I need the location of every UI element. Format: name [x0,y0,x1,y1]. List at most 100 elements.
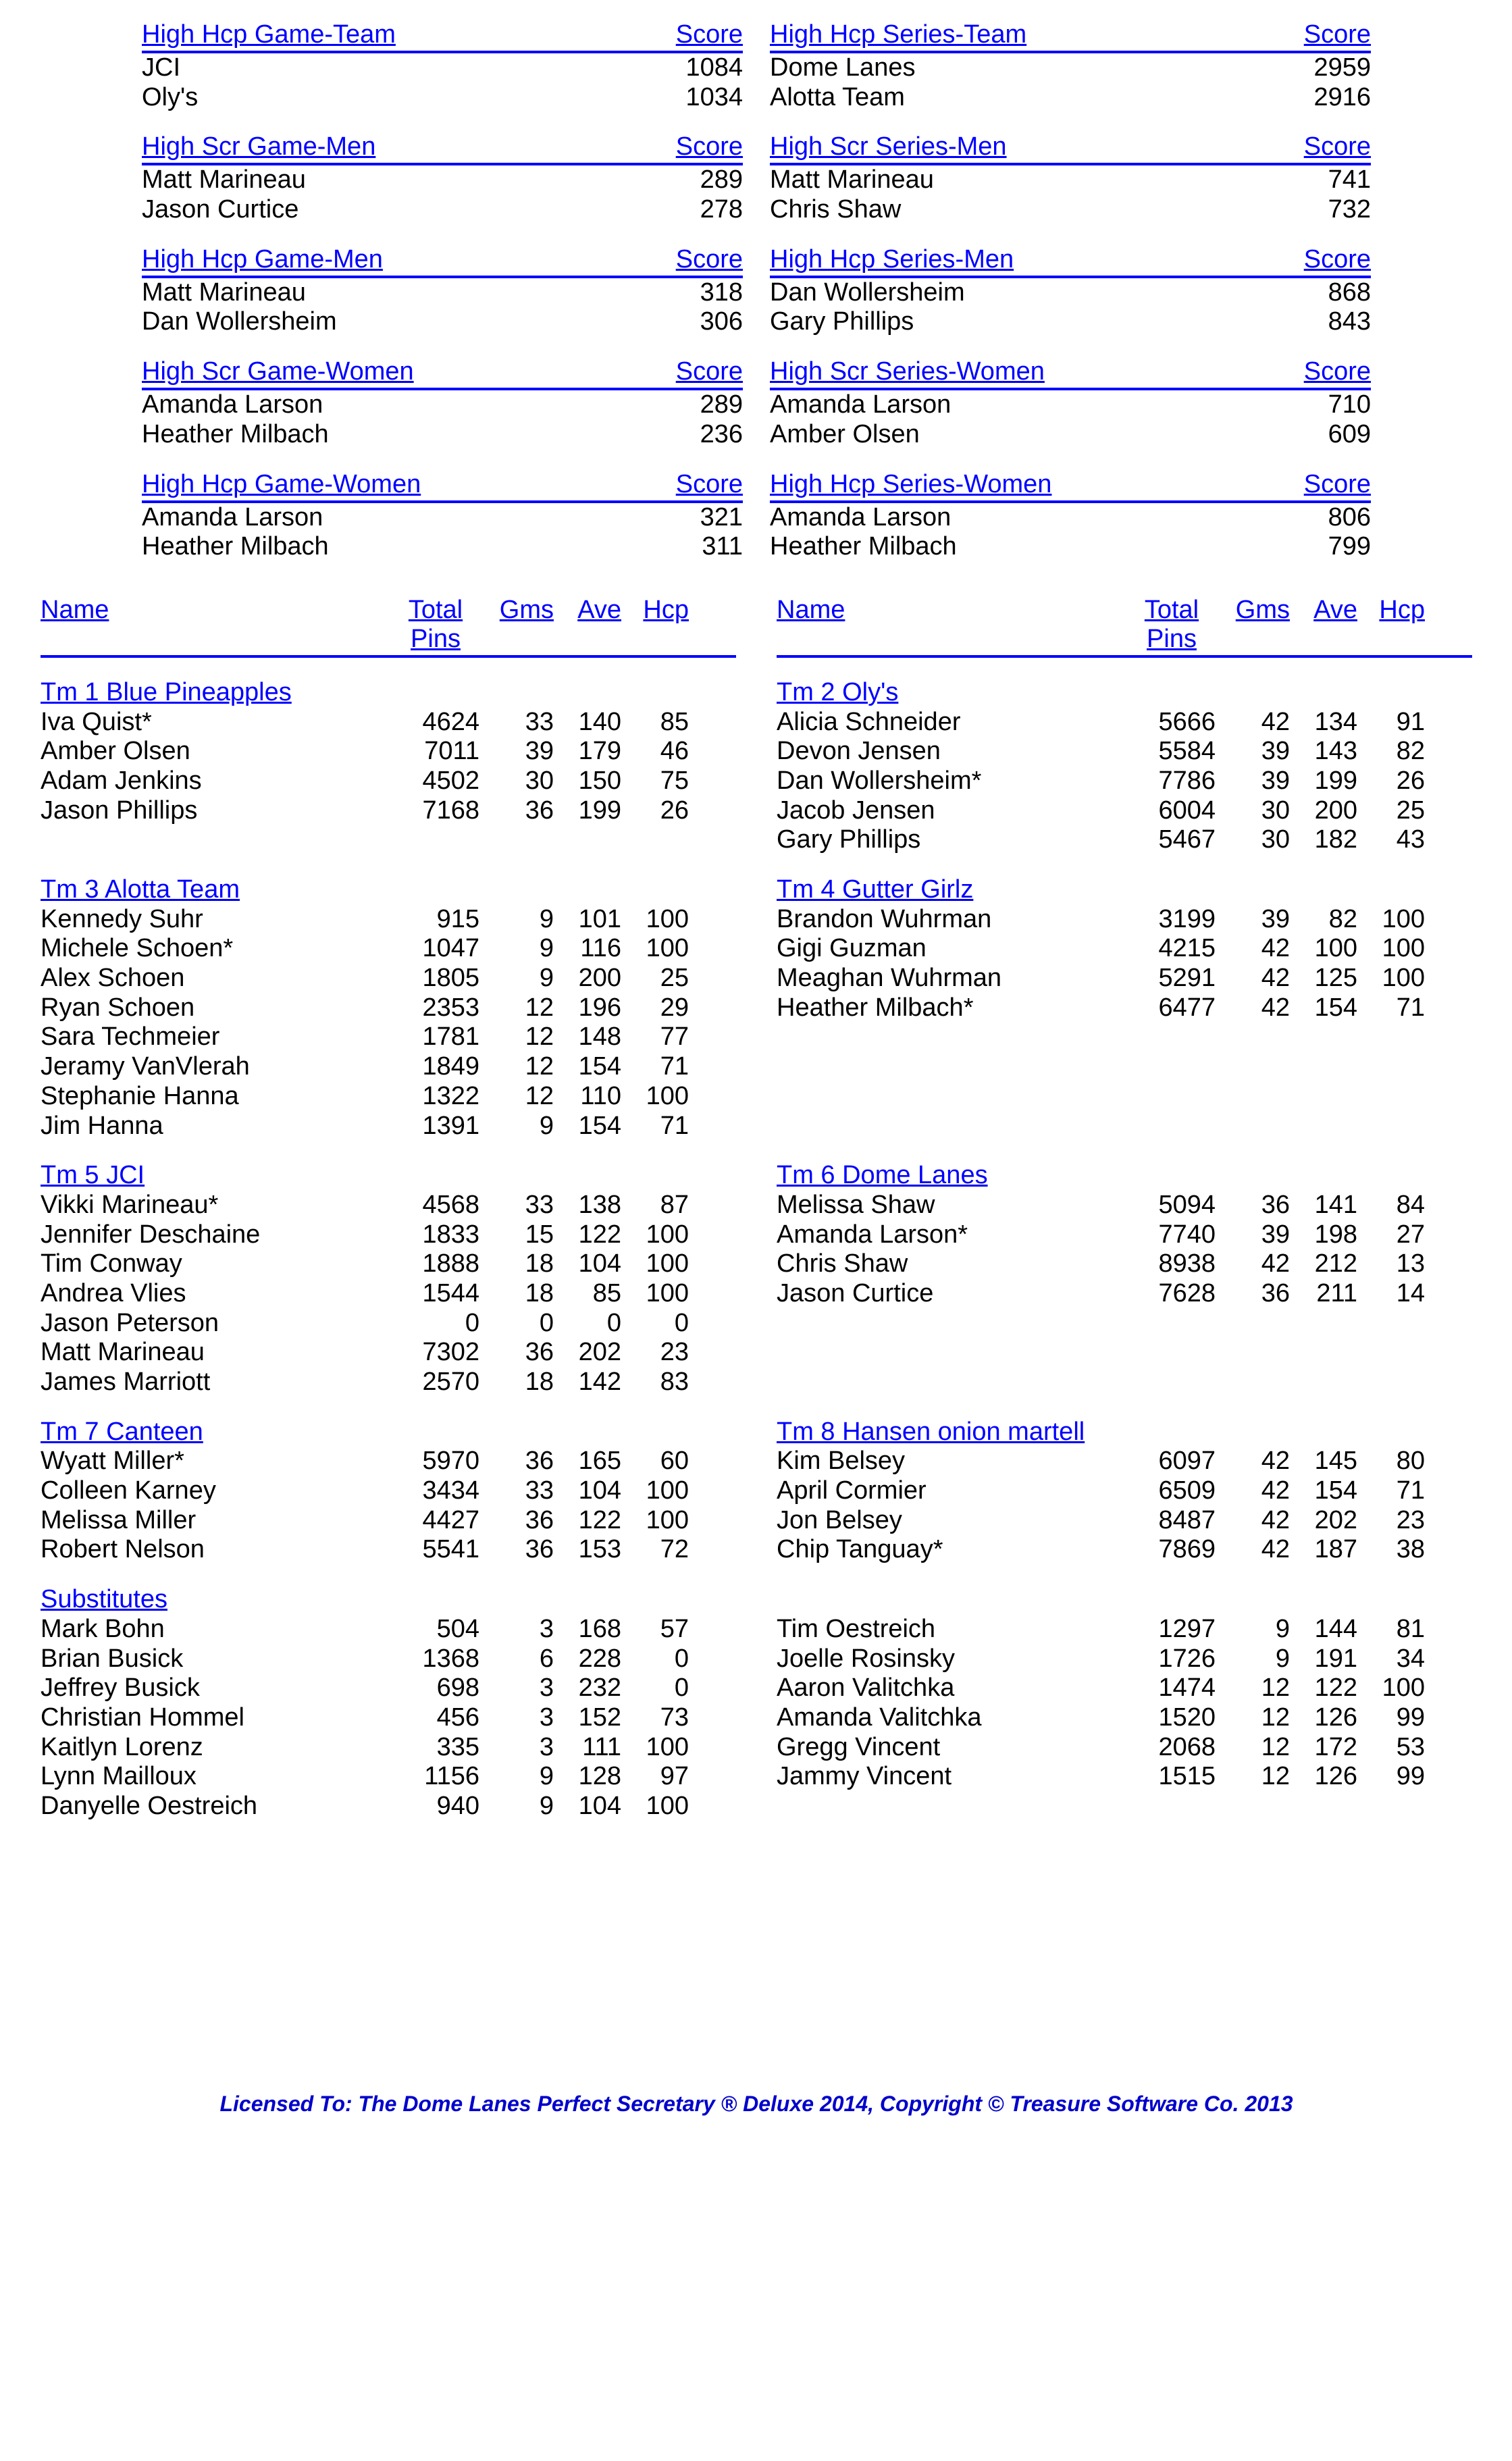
roster-col-right: Tm 2 Oly'sAlicia Schneider56664213491Dev… [777,678,1472,1842]
high-score-sections: High Hcp Game-TeamScoreJCI1084Oly's1034H… [41,20,1472,562]
player-pins: 4624 [365,708,479,737]
player-row: Danyelle Oestreich9409104100 [41,1792,736,1821]
high-header: High Scr Series-MenScore [770,132,1371,165]
high-name: Dan Wollersheim [142,307,337,337]
player-pins: 1156 [365,1762,479,1792]
player-hcp: 71 [1357,993,1425,1023]
player-pins: 1849 [365,1052,479,1082]
player-ave: 138 [554,1191,621,1220]
player-gms: 3 [479,1703,554,1733]
high-score: 732 [1328,195,1371,225]
player-pins: 5584 [1101,737,1216,767]
player-pins: 4427 [365,1506,479,1536]
high-row: Amanda Larson806 [770,503,1371,533]
player-row: Kennedy Suhr9159101100 [41,905,736,935]
player-pins: 1805 [365,964,479,993]
player-pins: 1297 [1101,1615,1216,1644]
high-name: Amanda Larson [142,503,323,533]
player-gms: 42 [1216,1447,1290,1476]
player-row: Gigi Guzman421542100100 [777,934,1472,964]
player-ave: 104 [554,1249,621,1279]
col-name: Name [41,596,392,654]
player-pins: 7302 [365,1338,479,1368]
player-row: Stephanie Hanna132212110100 [41,1082,736,1112]
player-ave: 165 [554,1447,621,1476]
player-row: Amber Olsen70113917946 [41,737,736,767]
player-pins: 7011 [365,737,479,767]
player-name: Vikki Marineau* [41,1191,365,1220]
player-row: Andrea Vlies15441885100 [41,1279,736,1309]
high-row: Matt Marineau741 [770,165,1371,195]
player-row: Chris Shaw89384221213 [777,1249,1472,1279]
player-name: Jeffrey Busick [41,1674,365,1703]
player-gms: 36 [1216,1279,1290,1309]
player-gms: 9 [1216,1644,1290,1674]
player-name: James Marriott [41,1368,365,1397]
player-pins: 4568 [365,1191,479,1220]
player-hcp: 77 [621,1022,689,1052]
col-total: Total Pins [392,596,479,654]
player-ave: 126 [1290,1703,1357,1733]
high-name: Matt Marineau [142,165,306,195]
player-gms: 9 [479,1112,554,1141]
player-hcp: 26 [1357,767,1425,796]
player-hcp: 100 [1357,1674,1425,1703]
player-name: Chip Tanguay* [777,1535,1101,1565]
player-row: Amanda Valitchka15201212699 [777,1703,1472,1733]
player-name: Devon Jensen [777,737,1101,767]
high-name: Heather Milbach [142,420,329,450]
player-pins: 6509 [1101,1476,1216,1506]
player-name: Tim Conway [41,1249,365,1279]
high-pair: High Hcp Game-TeamScoreJCI1084Oly's1034H… [142,20,1371,112]
player-ave: 126 [1290,1762,1357,1792]
player-hcp: 34 [1357,1644,1425,1674]
player-name: Melissa Miller [41,1506,365,1536]
pad-row [777,1585,1472,1615]
player-gms: 36 [479,796,554,826]
player-ave: 154 [1290,993,1357,1023]
high-score: 289 [700,165,743,195]
team-name: Tm 2 Oly's [777,678,1472,708]
player-pins: 3434 [365,1476,479,1506]
player-pins: 4215 [1101,934,1216,964]
player-hcp: 100 [1357,905,1425,935]
high-header: High Hcp Game-MenScore [142,245,743,278]
player-hcp: 46 [621,737,689,767]
high-score-label: Score [676,132,743,161]
player-pins: 1322 [365,1082,479,1112]
player-hcp: 100 [621,934,689,964]
high-block: High Hcp Series-TeamScoreDome Lanes2959A… [770,20,1371,112]
player-gms: 42 [1216,993,1290,1023]
player-gms: 42 [1216,1249,1290,1279]
player-ave: 140 [554,708,621,737]
player-name: Jeramy VanVlerah [41,1052,365,1082]
high-score: 609 [1328,420,1371,450]
player-row: Colleen Karney343433104100 [41,1476,736,1506]
player-pins: 1368 [365,1644,479,1674]
player-pins: 5666 [1101,708,1216,737]
high-score: 318 [700,278,743,308]
footer-text: Licensed To: The Dome Lanes Perfect Secr… [41,2092,1472,2117]
player-gms: 39 [1216,1220,1290,1250]
col-name: Name [777,596,1128,654]
player-row: Jon Belsey84874220223 [777,1506,1472,1536]
player-name: Alicia Schneider [777,708,1101,737]
high-row: Dome Lanes2959 [770,53,1371,83]
player-name: Kennedy Suhr [41,905,365,935]
player-name: Jacob Jensen [777,796,1101,826]
player-name: Lynn Mailloux [41,1762,365,1792]
player-row: Joelle Rosinsky1726919134 [777,1644,1472,1674]
pad-row [777,1052,1472,1082]
player-gms: 42 [1216,934,1290,964]
roster-header-right: Name Total Pins Gms Ave Hcp [777,596,1472,658]
high-score: 1084 [685,53,743,83]
player-row: Meaghan Wuhrman529142125100 [777,964,1472,993]
player-name: Danyelle Oestreich [41,1792,365,1821]
high-name: Heather Milbach [142,532,329,562]
player-gms: 9 [479,934,554,964]
player-hcp: 13 [1357,1249,1425,1279]
player-hcp: 71 [1357,1476,1425,1506]
high-name: Dan Wollersheim [770,278,965,308]
high-header: High Hcp Series-WomenScore [770,470,1371,503]
high-score-label: Score [1304,470,1371,499]
